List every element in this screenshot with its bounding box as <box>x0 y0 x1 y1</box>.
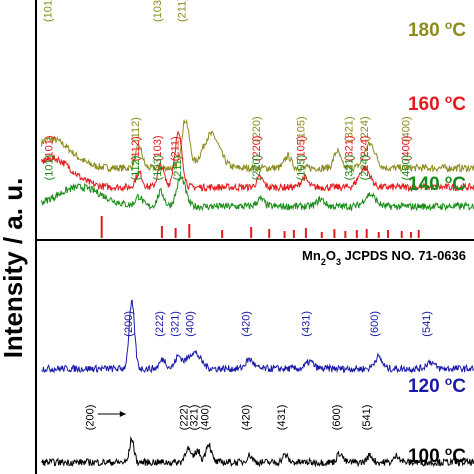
temperature-unit: C <box>452 376 466 397</box>
series-line <box>41 118 474 174</box>
degree-sign: o <box>445 172 452 186</box>
peak-label: (400) <box>400 155 412 181</box>
peak-label: (222) <box>179 405 191 431</box>
peak-label: (112) <box>130 136 142 161</box>
peak-label: (541) <box>361 405 373 431</box>
peak-label: (103) <box>152 136 164 162</box>
temperature-label: 140 oC <box>408 172 466 195</box>
reference-label-subscript: 3 <box>336 257 341 267</box>
peak-label: (600) <box>331 405 343 431</box>
reference-label-part: Mn <box>302 248 321 263</box>
peak-label: (101) <box>43 136 55 162</box>
series-line <box>41 175 474 212</box>
degree-sign: o <box>445 92 452 106</box>
peak-label: (211) <box>176 0 188 22</box>
peak-label: (431) <box>276 405 288 431</box>
temperature-unit: C <box>452 446 466 467</box>
series-line <box>41 299 474 374</box>
peak-label: (321) <box>169 311 181 337</box>
series-layer <box>41 118 474 468</box>
peak-label: (222) <box>154 311 166 337</box>
degree-sign: o <box>445 444 452 458</box>
temperature-value: 160 <box>408 94 445 115</box>
peak-label: (211) <box>169 136 181 161</box>
peak-label: (103) <box>152 155 164 181</box>
temperature-value: 120 <box>408 376 445 397</box>
peak-labels-layer: (101) (112) (103) (211) (220) (105) (321) (224)… <box>42 0 466 467</box>
temperature-unit: C <box>452 174 466 195</box>
temperature-label: 160 oC <box>408 92 466 115</box>
y-axis-label: Intensity / a. u. <box>0 178 28 359</box>
reference-label-part: JCPDS NO. 71-0636 <box>341 248 466 263</box>
peak-label: (220) <box>251 155 263 181</box>
peak-label: (600) <box>369 311 381 337</box>
peak-label: (400) <box>400 116 412 142</box>
reference-label: Mn2O3 JCPDS NO. 71-0636 <box>302 248 466 267</box>
peak-label: (321) <box>343 155 355 181</box>
peak-label: (431) <box>301 311 313 337</box>
peak-label: (321) <box>343 116 355 142</box>
reference-label-subscript: 2 <box>321 257 326 267</box>
peak-label: (321) <box>343 136 355 162</box>
peak-label: (211) <box>172 156 184 181</box>
peak-label: (400) <box>400 136 412 162</box>
series-line <box>41 436 474 468</box>
peak-label: (224) <box>359 155 371 181</box>
temperature-value: 140 <box>408 174 445 195</box>
temperature-unit: C <box>452 94 466 115</box>
temperature-label: 100 oC <box>408 444 466 467</box>
plot-frame <box>35 0 474 474</box>
peak-label: (101) <box>43 155 55 181</box>
peak-label: (400) <box>199 405 211 431</box>
peak-label: (105) <box>295 136 307 162</box>
temperature-label: 120 oC <box>408 374 466 397</box>
degree-sign: o <box>445 374 452 388</box>
peak-label: (200) <box>123 311 135 337</box>
peak-label: (224) <box>359 116 371 142</box>
peak-label: (101) <box>42 0 54 22</box>
peak-label: (112) <box>130 156 142 181</box>
peak-label: (224) <box>359 136 371 162</box>
peak-label: (220) <box>251 116 263 142</box>
reference-pattern <box>100 216 420 238</box>
reference-label-part: O <box>326 248 336 263</box>
series-line <box>41 130 474 193</box>
temperature-value: 100 <box>408 446 445 467</box>
peak-label: (541) <box>421 311 433 337</box>
peak-label: (400) <box>185 311 197 337</box>
peak-label: (103) <box>152 0 164 22</box>
temperature-value: 180 <box>408 20 445 41</box>
peak-label: (420) <box>241 405 253 431</box>
peak-label: (105) <box>295 116 307 142</box>
peak-label: (420) <box>241 311 253 337</box>
peak-label: (200) <box>84 405 96 431</box>
temperature-unit: C <box>452 20 466 41</box>
peak-label: (112) <box>130 117 142 142</box>
peak-arrow-head <box>119 411 126 417</box>
temperature-label: 180 oC <box>408 18 466 41</box>
peak-label: (321) <box>189 405 201 431</box>
peak-label: (105) <box>295 155 307 181</box>
peak-label: (220) <box>251 136 263 162</box>
degree-sign: o <box>445 18 452 32</box>
